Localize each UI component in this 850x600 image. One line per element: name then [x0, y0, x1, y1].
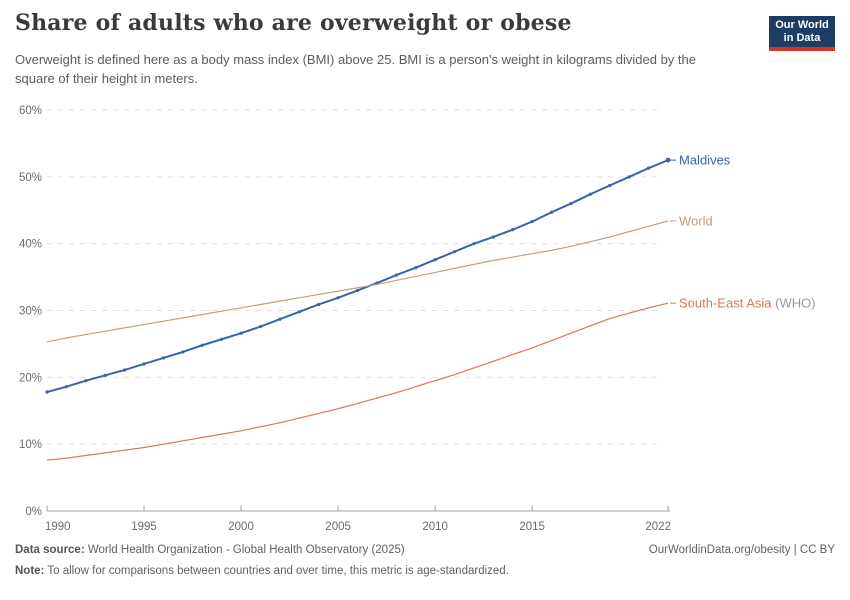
data-point-maldives: [355, 288, 360, 293]
page-title: Share of adults who are overweight or ob…: [15, 10, 572, 36]
data-point-maldives: [549, 210, 554, 214]
owid-logo[interactable]: Our World in Data: [769, 16, 835, 51]
data-point-maldives: [142, 362, 146, 366]
data-point-maldives: [258, 324, 263, 329]
y-tick-label-0: 0%: [25, 506, 42, 518]
series-line-maldives: [46, 159, 669, 394]
x-tick-label-1990: 1990: [45, 521, 71, 533]
data-point-maldives: [608, 183, 612, 188]
data-point-maldives: [433, 258, 437, 262]
data-point-maldives: [511, 228, 515, 232]
data-source-label: Data source:: [15, 544, 85, 556]
data-point-maldives: [472, 242, 476, 246]
x-tick-label-2005: 2005: [325, 521, 351, 533]
data-point-maldives: [317, 302, 321, 307]
note-label: Note:: [15, 565, 45, 577]
x-tick-label-2015: 2015: [519, 521, 545, 533]
data-point-maldives: [181, 350, 185, 354]
data-point-maldives: [627, 175, 631, 179]
x-tick-label-2010: 2010: [422, 521, 448, 533]
y-tick-label-10: 10%: [19, 439, 42, 451]
data-source-line: Data source: World Health Organization -…: [15, 540, 405, 561]
x-tick-label-2000: 2000: [228, 521, 254, 533]
note-line: Note: To allow for comparisons between c…: [15, 561, 835, 582]
data-source-text: World Health Organization - Global Healt…: [87, 544, 405, 556]
note-text: To allow for comparisons between countri…: [47, 565, 509, 577]
data-point-maldives: [588, 192, 592, 196]
data-point-maldives: [239, 331, 243, 335]
owid-logo-line2: in Data: [783, 32, 821, 44]
line-chart-canvas: 0% 10% 20% 30% 40% 50% 60% 1990 1995 2000 2005 2010…: [19, 105, 816, 533]
data-point-maldives: [336, 296, 340, 300]
series-label-world: World: [679, 213, 713, 228]
data-point-maldives: [491, 235, 495, 239]
data-point-maldives: [530, 220, 534, 224]
data-point-maldives: [297, 310, 301, 314]
data-point-maldives: [569, 201, 573, 206]
y-tick-label-60: 60%: [19, 105, 42, 117]
series-label-south-east-asia: South-East Asia (WHO): [679, 296, 816, 311]
data-point-maldives: [64, 385, 69, 389]
y-tick-label-40: 40%: [19, 239, 42, 251]
x-tick-label-1995: 1995: [131, 521, 157, 533]
owid-license-link[interactable]: OurWorldinData.org/obesity | CC BY: [648, 544, 835, 556]
owid-logo-line1: Our World: [775, 19, 829, 31]
data-point-maldives: [278, 317, 282, 321]
data-point-maldives: [84, 379, 88, 383]
y-tick-label-20: 20%: [19, 372, 42, 384]
data-point-maldives: [123, 368, 127, 372]
data-point-maldives: [414, 266, 418, 270]
series-end-dot-maldives: [665, 157, 671, 163]
y-tick-label-30: 30%: [19, 306, 42, 318]
chart-subtitle: Overweight is defined here as a body mas…: [15, 52, 696, 86]
series-label-maldives: Maldives: [679, 153, 731, 168]
data-point-maldives: [161, 356, 166, 360]
data-point-maldives: [394, 273, 398, 277]
data-point-maldives: [45, 390, 49, 394]
data-point-maldives: [200, 343, 204, 347]
data-point-maldives: [103, 373, 107, 377]
chart-footer: Data source: World Health Organization -…: [15, 540, 835, 582]
series-line-world: [46, 220, 669, 343]
data-point-maldives: [646, 166, 651, 170]
y-tick-label-50: 50%: [19, 172, 42, 184]
data-point-maldives: [220, 337, 224, 341]
data-point-maldives: [452, 250, 457, 254]
series-line-south-east-asia: [46, 302, 669, 461]
x-tick-label-2022: 2022: [645, 521, 671, 533]
